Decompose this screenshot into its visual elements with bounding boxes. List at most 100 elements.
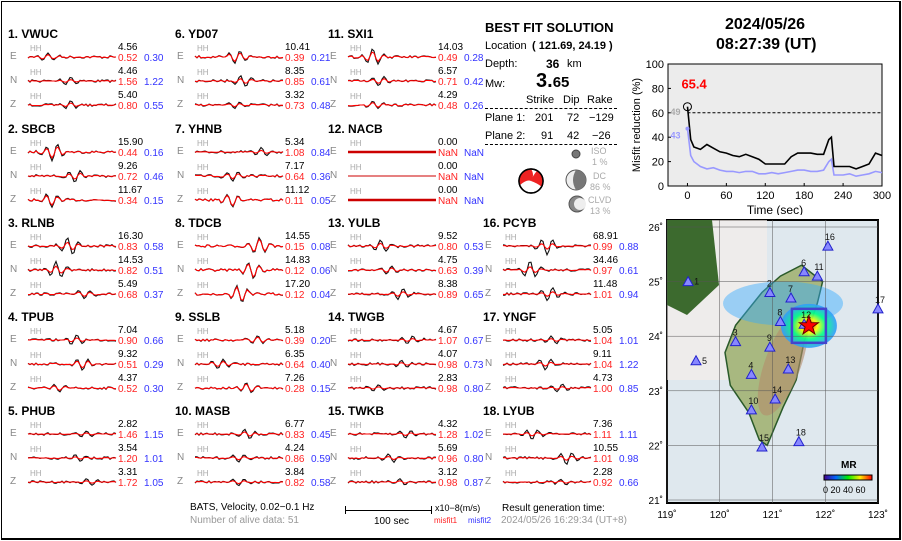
station-triangle-icon[interactable] (872, 302, 884, 314)
misfit2-value: 0.73 (464, 360, 484, 371)
station-name: 6. YD07 (175, 27, 219, 41)
misfit2-start-value: 43 (670, 130, 680, 140)
station-triangle-icon[interactable] (729, 335, 742, 347)
misfit1-value: 0.34 (118, 196, 138, 207)
channel-tag: HH (197, 92, 209, 101)
station-block: 4. TPUB E HH 7.04 0.90 0.66 N HH 9.32 0.51… (8, 311, 163, 401)
col-dip: Dip (563, 94, 580, 106)
waveform-trace (27, 193, 117, 209)
station-triangle-icon[interactable] (764, 341, 776, 352)
station-triangle-icon[interactable] (798, 265, 810, 277)
station-triangle-icon[interactable] (811, 270, 824, 281)
station-triangle-icon[interactable] (769, 392, 781, 404)
misfit2-value: 0.46 (144, 172, 164, 183)
channel-tag: HH (197, 139, 209, 148)
synthetic-waveform (502, 338, 591, 342)
x-tick-label: 120 (756, 190, 774, 202)
component-label: Z (10, 288, 17, 299)
misfit1-value: 0.98 (438, 384, 458, 395)
station-name: 13. YULB (328, 216, 381, 230)
station-number: 2 (767, 279, 772, 289)
station-triangle-icon[interactable] (793, 435, 805, 447)
station-triangle-icon[interactable] (690, 354, 702, 366)
beachball-icon (518, 168, 544, 194)
max-amplitude: 4.56 (118, 42, 138, 53)
channel-tag: HH (505, 375, 517, 384)
component-row-n: N HH 4.24 0.86 0.59 (175, 444, 330, 468)
station-block: 6. YD07 E HH 10.41 0.39 0.21 N HH 8.35 0.8… (175, 27, 330, 118)
component-row-e: E HH 6.77 0.83 0.45 (175, 420, 330, 444)
synthetic-waveform (347, 102, 437, 108)
station-triangle-icon[interactable] (782, 362, 795, 374)
synthetic-waveform (502, 243, 592, 250)
misfit2-value: 1.22 (619, 360, 639, 371)
component-label: N (330, 358, 338, 369)
waveform-trace (347, 477, 437, 486)
station-triangle-icon[interactable] (764, 286, 776, 298)
x-tick-label: 180 (795, 190, 813, 202)
synthetic-waveform (347, 362, 437, 366)
misfit1-value: 1.01 (593, 290, 613, 301)
station-triangle-icon[interactable] (822, 240, 834, 251)
channel-tag: HH (350, 351, 362, 360)
misfit1-value: 0.39 (285, 53, 305, 64)
best-solution-marker (682, 102, 692, 112)
synthetic-waveform (347, 338, 437, 342)
waveform-trace (502, 261, 592, 278)
station-triangle-icon[interactable] (745, 368, 758, 379)
max-amplitude: 0.00 (438, 161, 458, 172)
waveform-trace (194, 236, 284, 254)
component-row-e: E HH 0.00 NaN NaN (328, 138, 484, 162)
max-amplitude: 3.12 (438, 467, 458, 478)
misfit1-value: 0.71 (438, 77, 458, 88)
misfit2-value: 0.21 (311, 53, 331, 64)
station-triangle-icon[interactable] (774, 315, 787, 326)
misfit2-value: 0.29 (144, 360, 164, 371)
misfit2-value: 1.05 (144, 478, 164, 489)
misfit2-value: 0.61 (311, 77, 331, 88)
synthetic-waveform (194, 431, 284, 437)
station-triangle-icon[interactable] (682, 275, 694, 287)
waveform-trace (194, 171, 284, 183)
station-map[interactable]: 119˚ 120˚ 121˚ 122˚ 123˚21˚22˚23˚24˚25˚26˚1 2… (640, 215, 902, 525)
component-row-n: N HH 14.83 0.12 0.06 (175, 256, 330, 280)
max-amplitude: 7.36 (593, 419, 613, 430)
station-triangle-icon[interactable] (756, 441, 768, 452)
component-label: Z (177, 288, 184, 299)
component-label: N (10, 358, 18, 369)
component-row-e: E HH 15.90 0.44 0.16 (8, 138, 163, 163)
misfit2-value: 0.39 (464, 266, 484, 277)
station-triangle-icon[interactable] (745, 403, 758, 415)
station-triangle-icon[interactable] (785, 291, 797, 303)
max-amplitude: 2.82 (118, 419, 138, 430)
station-block: 18. LYUB E HH 7.36 1.11 1.11 N HH 10.55 1.… (483, 405, 638, 495)
misfit1-value: 0.99 (593, 242, 613, 253)
station-number: 11 (814, 262, 823, 272)
max-amplitude: 2.28 (593, 467, 613, 478)
lon-tick-label: 121˚ (762, 509, 782, 521)
misfit2-value: 0.53 (464, 242, 484, 253)
component-row-z: Z HH 11.12 0.11 0.05 (175, 186, 330, 210)
component-label: N (485, 358, 493, 369)
component-label: E (485, 334, 492, 345)
lon-tick-label: 122˚ (815, 509, 835, 521)
synthetic-waveform (347, 242, 437, 250)
station-block: 9. SSLB E HH 5.18 0.39 0.20 N HH 6.35 0.64… (175, 311, 330, 401)
component-label: N (177, 170, 185, 181)
plane1-strike: 201 (535, 112, 554, 124)
channel-tag: HH (350, 68, 362, 77)
max-amplitude: 9.26 (118, 161, 138, 172)
location-value: ( 121.69, 24.19 ) (532, 40, 613, 52)
station-number: 4 (748, 360, 753, 370)
misfit2-value: NaN (464, 196, 485, 207)
clvd-icon (568, 195, 586, 213)
synthetic-waveform (27, 456, 117, 460)
max-amplitude: 4.46 (118, 66, 138, 77)
component-label: N (330, 452, 338, 463)
misfit2-value: 0.15 (311, 384, 331, 395)
misfit1-value: 0.11 (285, 196, 304, 207)
misfit2-value: 0.80 (464, 384, 484, 395)
misfit1-value: 0.72 (118, 172, 138, 183)
component-row-n: N HH 4.07 0.98 0.73 (328, 350, 483, 374)
station-block: 7. YHNB E HH 5.34 1.08 0.84 N HH 7.17 0.64… (175, 123, 330, 213)
